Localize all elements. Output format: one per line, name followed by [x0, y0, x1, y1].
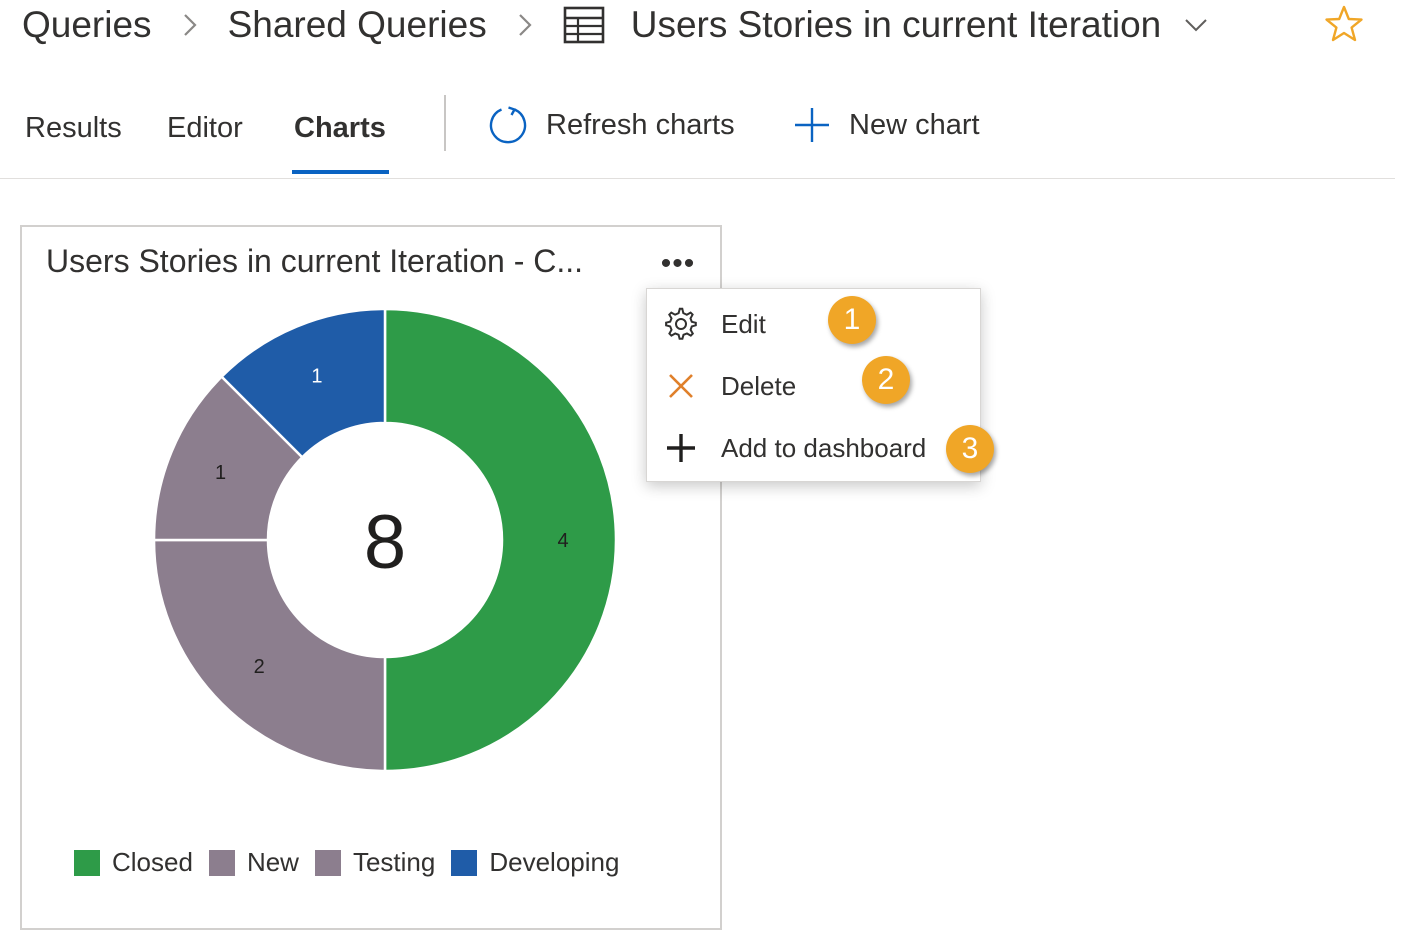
close-icon — [647, 371, 713, 401]
donut-chart: 4 2 1 1 8 — [152, 307, 618, 773]
legend-item-new[interactable]: New — [208, 847, 299, 878]
slice-value-label: 1 — [311, 366, 322, 388]
breadcrumb-query-name[interactable]: Users Stories in current Iteration — [630, 4, 1162, 45]
donut-slice-developing[interactable] — [219, 307, 387, 460]
menu-item-delete[interactable]: Delete — [647, 355, 982, 417]
menu-item-edit[interactable]: Edit — [647, 293, 982, 355]
callout-badge-1: 1 — [828, 296, 876, 344]
callout-badge-3: 3 — [946, 425, 994, 473]
legend-swatch — [208, 849, 235, 876]
plus-icon — [793, 106, 831, 144]
callout-badge-2: 2 — [862, 356, 910, 404]
new-chart-button[interactable]: New chart — [793, 100, 980, 150]
plus-icon — [647, 432, 713, 464]
active-tab-indicator — [292, 170, 389, 174]
chevron-right-icon — [517, 12, 533, 38]
slice-value-label: 2 — [254, 656, 265, 678]
legend-item-testing[interactable]: Testing — [314, 847, 436, 878]
chevron-down-icon[interactable] — [1183, 17, 1209, 33]
breadcrumb-shared-queries[interactable]: Shared Queries — [227, 4, 487, 45]
new-chart-label: New chart — [849, 108, 980, 141]
tab-editor[interactable]: Editor — [167, 112, 243, 144]
slice-value-label: 4 — [557, 530, 568, 552]
legend-swatch — [451, 849, 478, 876]
refresh-charts-label: Refresh charts — [546, 108, 735, 141]
donut-total-label: 8 — [364, 500, 406, 585]
legend-item-closed[interactable]: Closed — [74, 847, 193, 878]
toolbar-divider — [444, 95, 446, 151]
header-divider — [0, 178, 1395, 179]
more-options-icon[interactable]: ••• — [660, 247, 696, 280]
refresh-icon — [488, 105, 528, 145]
legend-swatch — [314, 849, 341, 876]
chart-card: Users Stories in current Iteration - C..… — [20, 225, 722, 930]
chart-title: Users Stories in current Iteration - C..… — [46, 243, 584, 279]
donut-slice-new[interactable] — [152, 538, 387, 773]
menu-item-label: Add to dashboard — [721, 432, 927, 463]
legend-swatch — [74, 849, 100, 876]
refresh-charts-button[interactable]: Refresh charts — [488, 100, 735, 150]
breadcrumb: Queries Shared Queries Users Stories in … — [22, 0, 1209, 50]
favorite-star-icon[interactable] — [1324, 4, 1364, 49]
legend-item-developing[interactable]: Developing — [451, 847, 619, 878]
legend-label: New — [246, 847, 299, 877]
menu-item-label: Delete — [721, 370, 797, 401]
donut-slice-closed[interactable] — [383, 307, 618, 773]
slice-value-label: 1 — [215, 462, 226, 484]
menu-item-add-to-dashboard[interactable]: Add to dashboard — [647, 417, 982, 479]
tab-results[interactable]: Results — [25, 112, 122, 144]
breadcrumb-queries[interactable]: Queries — [22, 4, 152, 45]
chart-legend: Closed New Testing Developing — [74, 847, 635, 878]
legend-label: Developing — [489, 847, 620, 877]
table-grid-icon — [563, 6, 605, 44]
legend-label: Closed — [112, 847, 193, 877]
legend-label: Testing — [352, 847, 436, 877]
chevron-right-icon — [182, 12, 198, 38]
chart-context-menu: Edit Delete Add to dashboard — [646, 288, 981, 482]
gear-icon — [647, 307, 713, 341]
menu-item-label: Edit — [721, 308, 766, 339]
tab-charts[interactable]: Charts — [294, 112, 386, 144]
